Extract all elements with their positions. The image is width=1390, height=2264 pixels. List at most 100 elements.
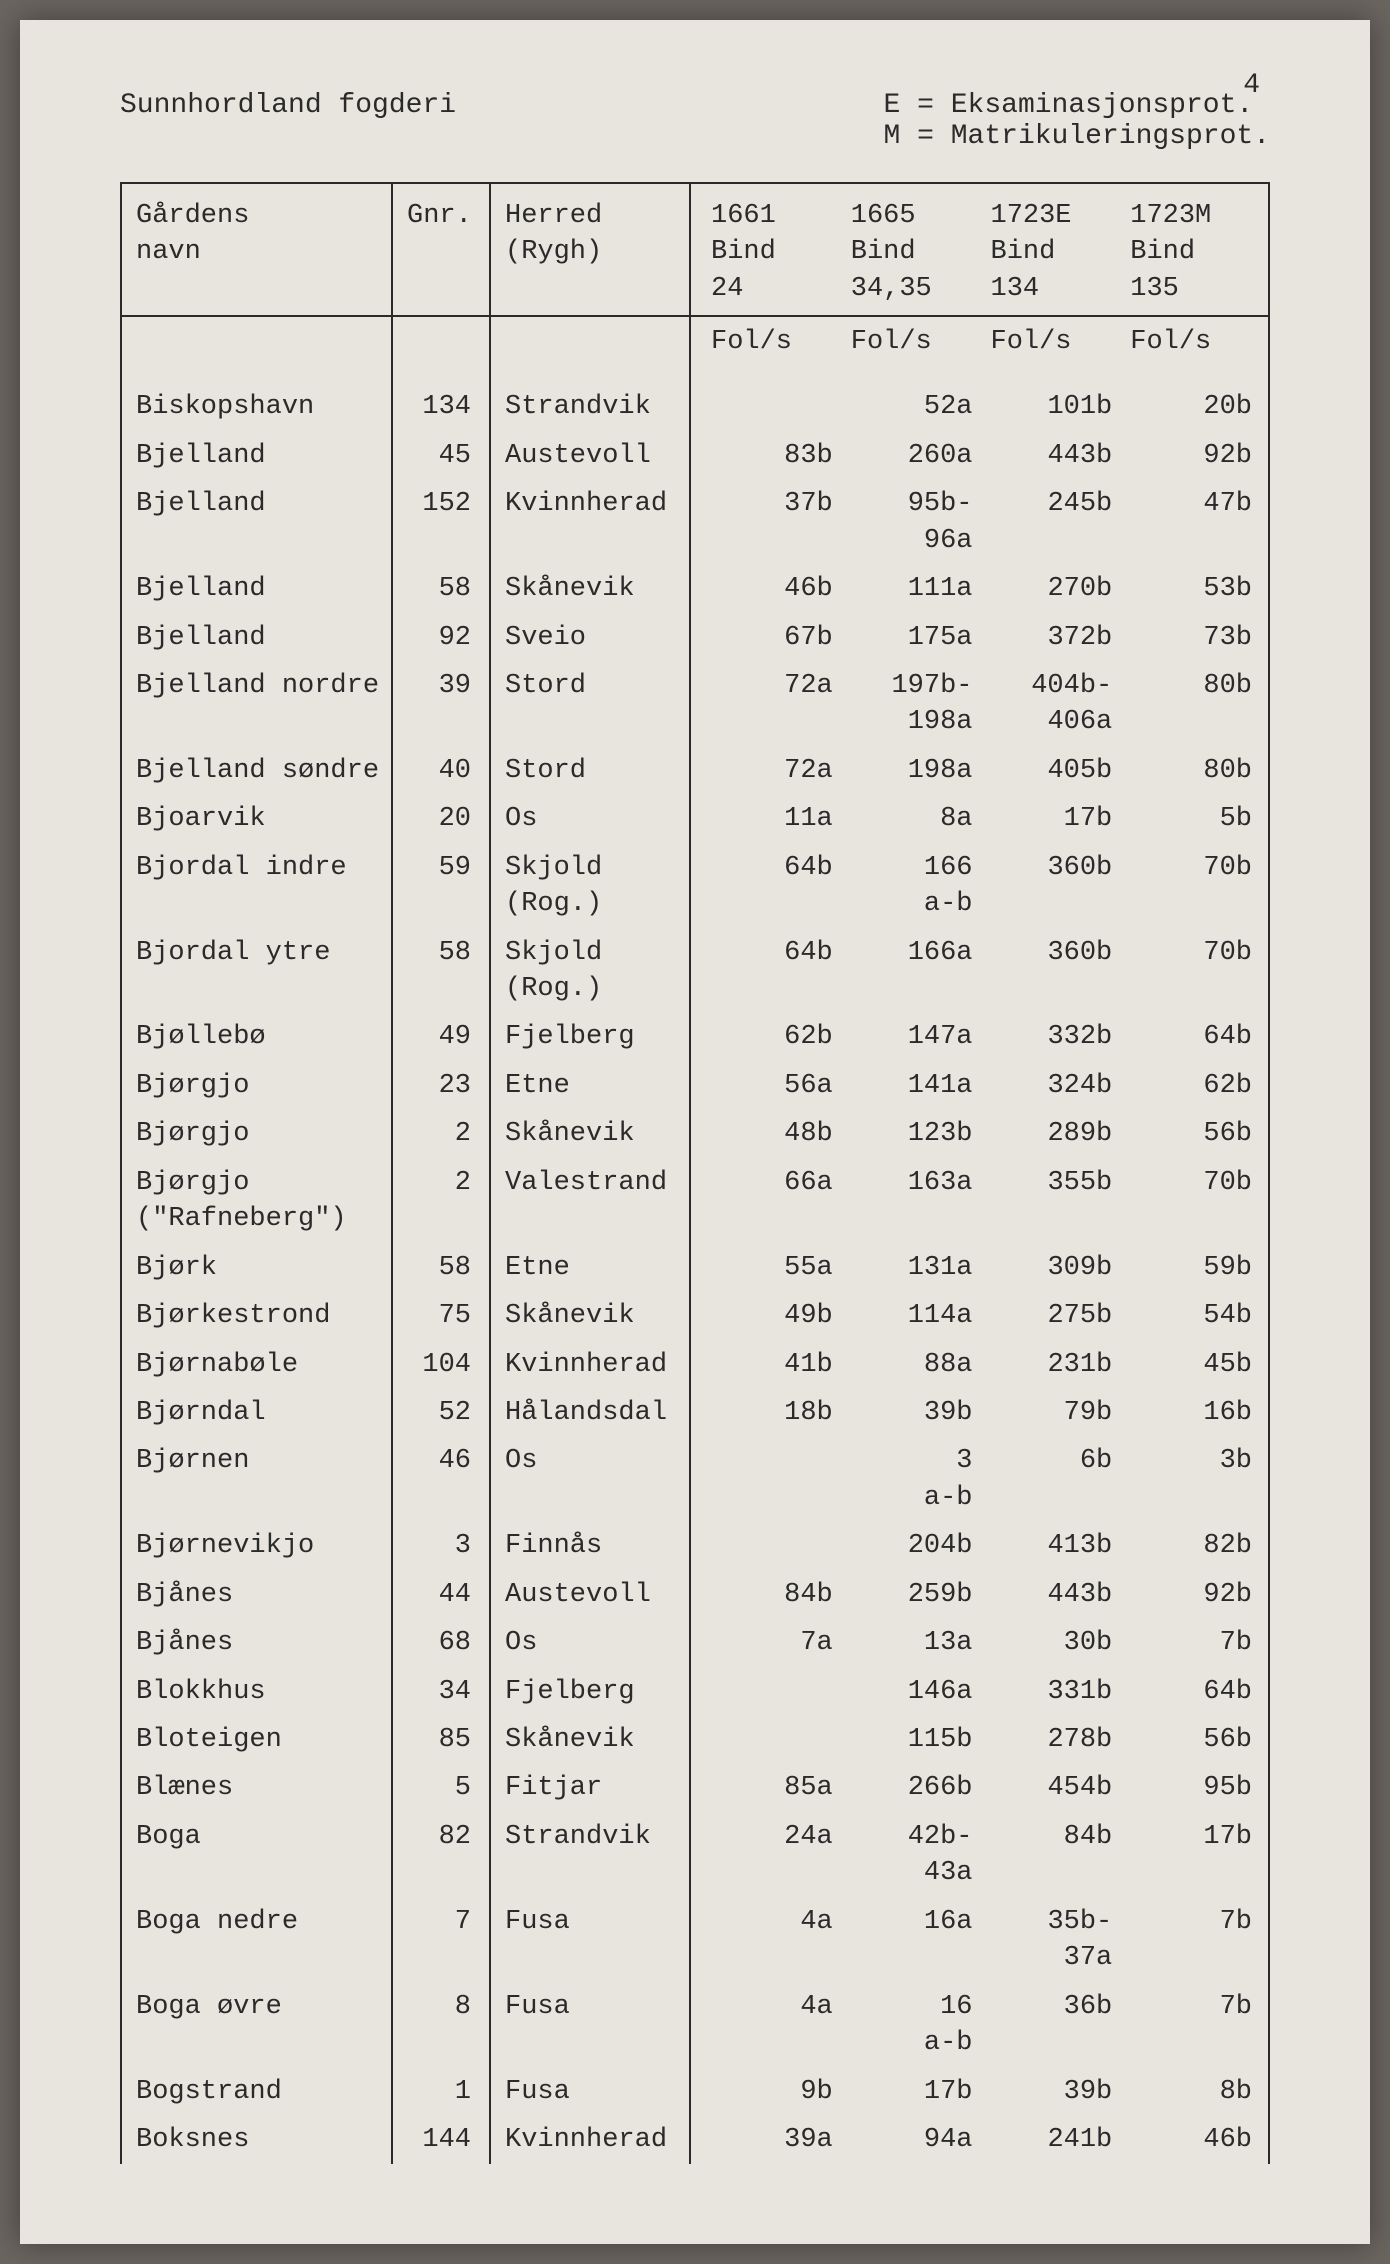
value-cell: 72a xyxy=(705,668,839,741)
cell-name: Bjelland xyxy=(122,565,392,613)
cell-values: 55a131a309b59b xyxy=(690,1244,1268,1292)
cell-values: 37b95b- 96a245b47b xyxy=(690,480,1268,565)
col-header-1661: 1661 Bind 24 xyxy=(705,198,839,307)
value-cell: 88a xyxy=(845,1347,979,1383)
value-cell: 64b xyxy=(1124,1674,1258,1710)
value-cell: 332b xyxy=(985,1019,1119,1055)
value-cell: 53b xyxy=(1124,571,1258,607)
data-table: Gårdens navn Gnr. Herred (Rygh) 1661 Bin… xyxy=(122,184,1268,2164)
value-cell: 443b xyxy=(985,438,1119,474)
value-cell: 404b- 406a xyxy=(985,668,1119,741)
value-cell: 3b xyxy=(1124,1443,1258,1516)
col-header-1723e: 1723E Bind 134 xyxy=(985,198,1119,307)
value-cell: 443b xyxy=(985,1577,1119,1613)
cell-name: Bjelland søndre xyxy=(122,747,392,795)
value-cell: 175a xyxy=(845,620,979,656)
cell-gnr: 20 xyxy=(392,795,490,843)
cell-name: Bjørnen xyxy=(122,1437,392,1522)
value-cell: 16b xyxy=(1124,1395,1258,1431)
cell-herred: Valestrand xyxy=(490,1159,690,1244)
value-cell: 245b xyxy=(985,486,1119,559)
value-cell xyxy=(705,1722,839,1758)
table-row: Bjordal indre59Skjold (Rog.)64b166 a-b36… xyxy=(122,844,1268,929)
value-cell: 146a xyxy=(845,1674,979,1710)
value-cell: 163a xyxy=(845,1165,979,1201)
cell-gnr: 23 xyxy=(392,1062,490,1110)
cell-values: 66a163a355b70b xyxy=(690,1159,1268,1244)
cell-name: Bjøllebø xyxy=(122,1013,392,1061)
value-cell: 84b xyxy=(985,1819,1119,1892)
value-cell: 8b xyxy=(1124,2074,1258,2110)
value-cell: 35b- 37a xyxy=(985,1904,1119,1977)
cell-gnr: 75 xyxy=(392,1292,490,1340)
cell-name: Bjørgjo ("Rafneberg") xyxy=(122,1159,392,1244)
table-row: Boksnes144Kvinnherad39a94a241b46b xyxy=(122,2116,1268,2164)
cell-values: 9b17b39b8b xyxy=(690,2068,1268,2116)
cell-name: Boga nedre xyxy=(122,1898,392,1983)
cell-values: 64b166 a-b360b70b xyxy=(690,844,1268,929)
cell-values: 146a331b64b xyxy=(690,1668,1268,1716)
cell-values: 39a94a241b46b xyxy=(690,2116,1268,2164)
table-row: Bjelland92Sveio67b175a372b73b xyxy=(122,614,1268,662)
table-row: Bjordal ytre58Skjold (Rog.)64b166a360b70… xyxy=(122,929,1268,1014)
cell-values: 24a42b- 43a84b17b xyxy=(690,1813,1268,1898)
cell-herred: Stord xyxy=(490,662,690,747)
cell-herred: Finnås xyxy=(490,1522,690,1570)
value-cell: 17b xyxy=(985,801,1119,837)
value-cell: 289b xyxy=(985,1116,1119,1152)
value-cell xyxy=(705,389,839,425)
col-header-years: 1661 Bind 24 1665 Bind 34,35 1723E Bind … xyxy=(690,184,1268,316)
value-cell: 197b- 198a xyxy=(845,668,979,741)
value-cell: 52a xyxy=(845,389,979,425)
value-cell: 64b xyxy=(705,850,839,923)
value-cell: 24a xyxy=(705,1819,839,1892)
value-cell: 70b xyxy=(1124,935,1258,971)
cell-herred: Strandvik xyxy=(490,1813,690,1898)
value-cell: 59b xyxy=(1124,1250,1258,1286)
cell-herred: Kvinnherad xyxy=(490,480,690,565)
cell-gnr: 82 xyxy=(392,1813,490,1898)
legend-line-2: M = Matrikuleringsprot. xyxy=(884,121,1270,152)
cell-name: Bjånes xyxy=(122,1619,392,1667)
sub-blank-1 xyxy=(122,316,392,371)
value-cell: 45b xyxy=(1124,1347,1258,1383)
value-cell: 454b xyxy=(985,1770,1119,1806)
col-header-name: Gårdens navn xyxy=(122,184,392,316)
sub-blank-2 xyxy=(392,316,490,371)
table-row: Bjørgjo2Skånevik48b123b289b56b xyxy=(122,1110,1268,1158)
cell-values: 72a197b- 198a404b- 406a80b xyxy=(690,662,1268,747)
cell-herred: Skjold (Rog.) xyxy=(490,929,690,1014)
cell-name: Bogstrand xyxy=(122,2068,392,2116)
table-row: Bjøllebø49Fjelberg62b147a332b64b xyxy=(122,1013,1268,1061)
table-row: Boga øvre8Fusa4a16 a-b36b7b xyxy=(122,1983,1268,2068)
value-cell: 309b xyxy=(985,1250,1119,1286)
cell-name: Bjørndal xyxy=(122,1389,392,1437)
value-cell: 48b xyxy=(705,1116,839,1152)
cell-herred: Os xyxy=(490,1619,690,1667)
cell-name: Bjelland xyxy=(122,480,392,565)
cell-name: Bjelland xyxy=(122,614,392,662)
cell-herred: Os xyxy=(490,795,690,843)
value-cell: 79b xyxy=(985,1395,1119,1431)
table-row: Bloteigen85Skånevik115b278b56b xyxy=(122,1716,1268,1764)
value-cell: 42b- 43a xyxy=(845,1819,979,1892)
fols-1: Fol/s xyxy=(705,327,839,357)
table-row: Bjørkestrond75Skånevik49b114a275b54b xyxy=(122,1292,1268,1340)
value-cell: 80b xyxy=(1124,753,1258,789)
value-cell: 11a xyxy=(705,801,839,837)
legend-line-1: E = Eksaminasjonsprot. xyxy=(884,90,1270,121)
cell-name: Bjørnabøle xyxy=(122,1341,392,1389)
value-cell: 260a xyxy=(845,438,979,474)
col-header-herred: Herred (Rygh) xyxy=(490,184,690,316)
value-cell: 231b xyxy=(985,1347,1119,1383)
document-page: 4 Sunnhordland fogderi E = Eksaminasjons… xyxy=(20,20,1370,2244)
cell-herred: Skånevik xyxy=(490,1716,690,1764)
cell-gnr: 45 xyxy=(392,432,490,480)
table-row: Bjørgjo23Etne56a141a324b62b xyxy=(122,1062,1268,1110)
value-cell: 56a xyxy=(705,1068,839,1104)
value-cell: 324b xyxy=(985,1068,1119,1104)
cell-gnr: 85 xyxy=(392,1716,490,1764)
cell-gnr: 49 xyxy=(392,1013,490,1061)
value-cell: 360b xyxy=(985,935,1119,971)
cell-name: Bjørgjo xyxy=(122,1110,392,1158)
